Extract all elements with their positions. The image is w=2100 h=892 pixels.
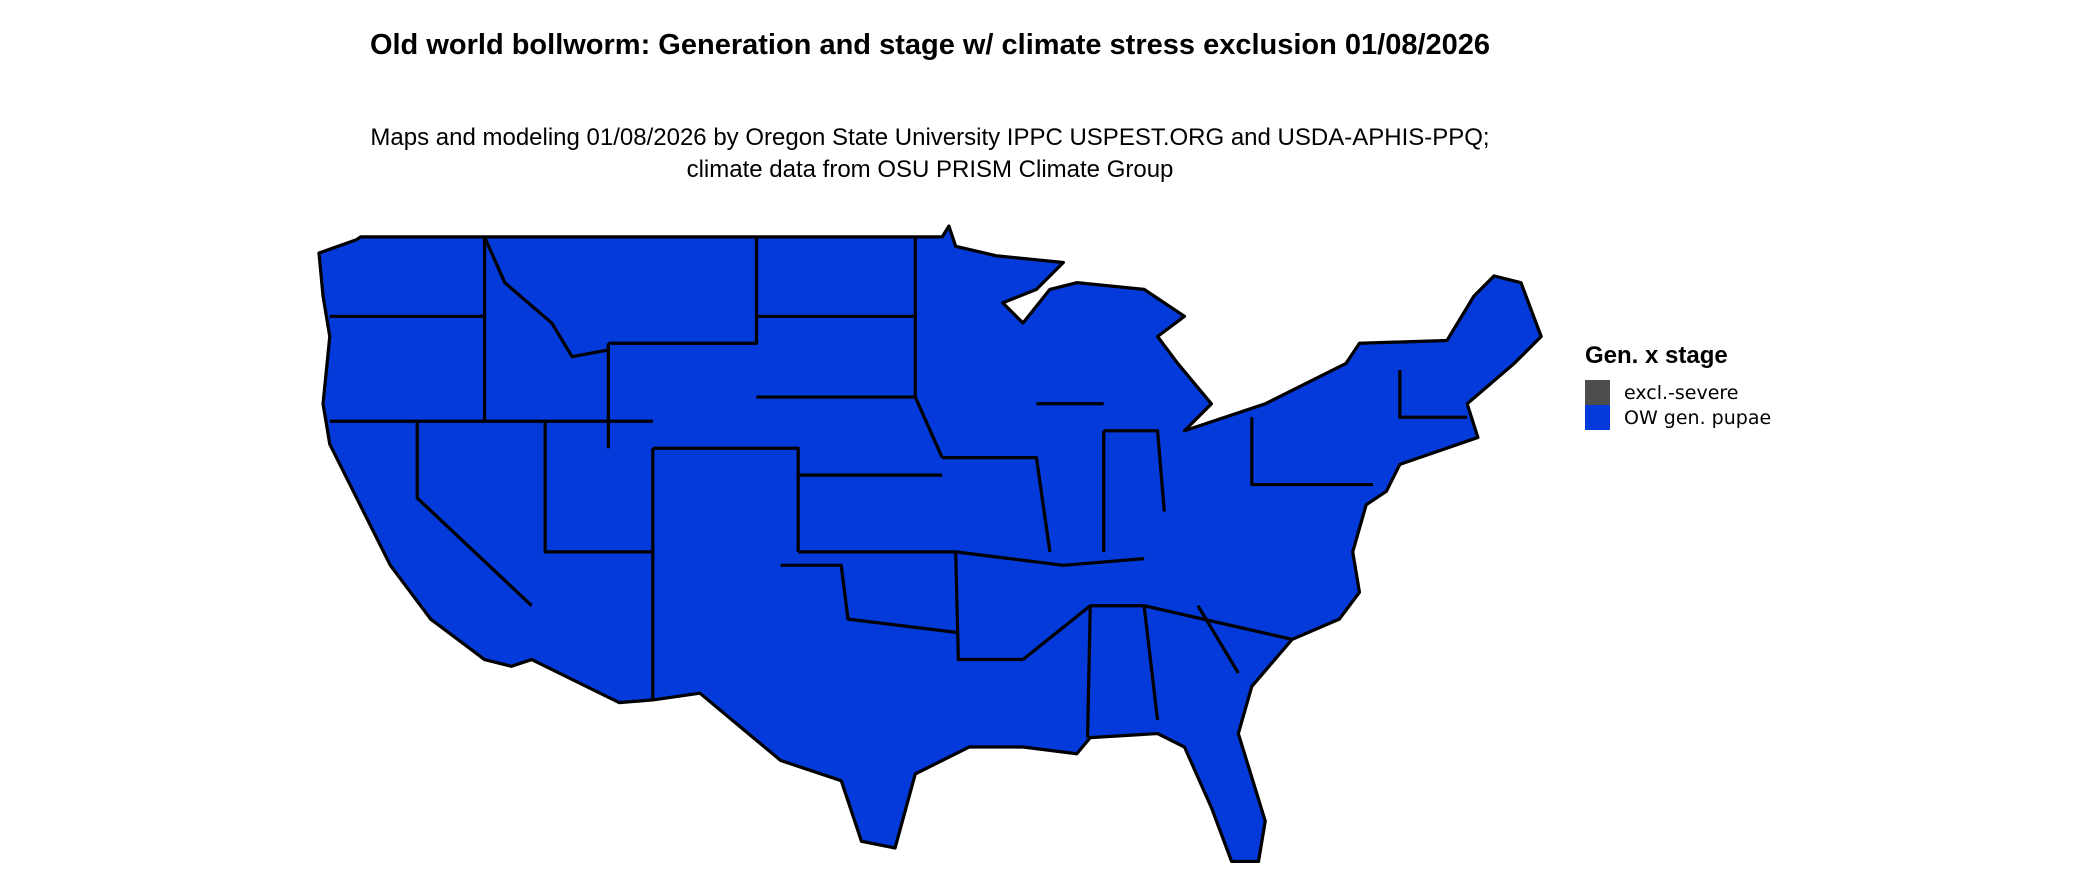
legend-label: OW gen. pupae <box>1624 406 1772 429</box>
map-title: Old world bollworm: Generation and stage… <box>369 29 1491 61</box>
legend: Gen. x stage excl.-severe OW gen. pupae <box>1585 342 1771 430</box>
state-borders <box>329 236 1468 738</box>
legend-label: excl.-severe <box>1624 381 1739 404</box>
legend-item-ow-gen-pupae: OW gen. pupae <box>1585 405 1771 430</box>
legend-swatch <box>1585 405 1610 430</box>
conus-outline <box>317 224 1543 864</box>
map-subtitle: Maps and modeling 01/08/2026 by Oregon S… <box>370 124 1490 183</box>
legend-swatch <box>1585 380 1610 405</box>
legend-item-excl-severe: excl.-severe <box>1585 380 1771 405</box>
legend-title: Gen. x stage <box>1585 342 1728 369</box>
